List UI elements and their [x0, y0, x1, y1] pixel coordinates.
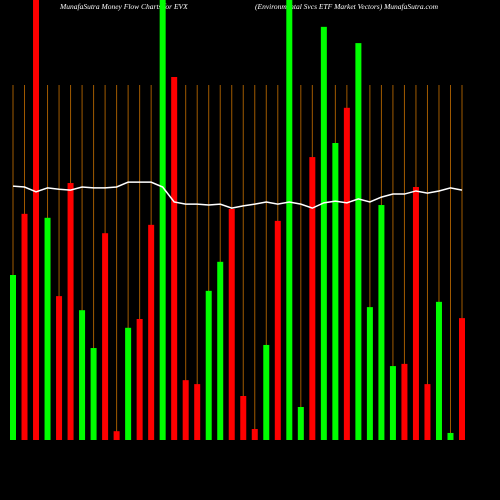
bar: [44, 217, 51, 440]
bar: [125, 327, 132, 440]
bar: [102, 233, 109, 440]
bar: [90, 348, 97, 440]
chart-subtitle: (Environmental Svcs ETF Market Vectors) …: [255, 2, 439, 11]
bar: [389, 366, 396, 440]
bar: [21, 213, 28, 440]
bar: [274, 220, 281, 440]
bar: [205, 290, 212, 440]
bar: [33, 0, 40, 440]
bar: [412, 187, 419, 440]
bar: [10, 275, 16, 440]
bar: [286, 0, 293, 440]
bar: [217, 261, 224, 440]
bar: [297, 407, 304, 440]
bar: [263, 344, 270, 440]
bar: [401, 363, 408, 440]
chart-title: MunafaSutra Money Flow Charts for EVX: [59, 2, 188, 11]
bar: [113, 431, 120, 440]
bar: [228, 209, 235, 440]
bar: [332, 143, 339, 440]
bar: [309, 157, 316, 440]
money-flow-line: [12, 181, 463, 209]
bar: [56, 296, 63, 440]
bar: [435, 301, 442, 440]
bar: [67, 183, 74, 441]
bar: [424, 384, 431, 440]
bar: [251, 429, 258, 440]
bar: [366, 307, 373, 440]
bar: [447, 432, 454, 440]
bar: [194, 384, 201, 440]
bar: [320, 26, 327, 441]
bar: [79, 310, 86, 440]
bar: [343, 107, 350, 441]
bar: [355, 43, 362, 441]
bar: [159, 0, 166, 440]
bar: [240, 396, 247, 440]
bar: [182, 380, 189, 440]
bar: [171, 77, 178, 440]
bar: [148, 224, 155, 440]
bar: [459, 318, 465, 440]
bar: [378, 205, 385, 440]
bar: [136, 319, 143, 440]
